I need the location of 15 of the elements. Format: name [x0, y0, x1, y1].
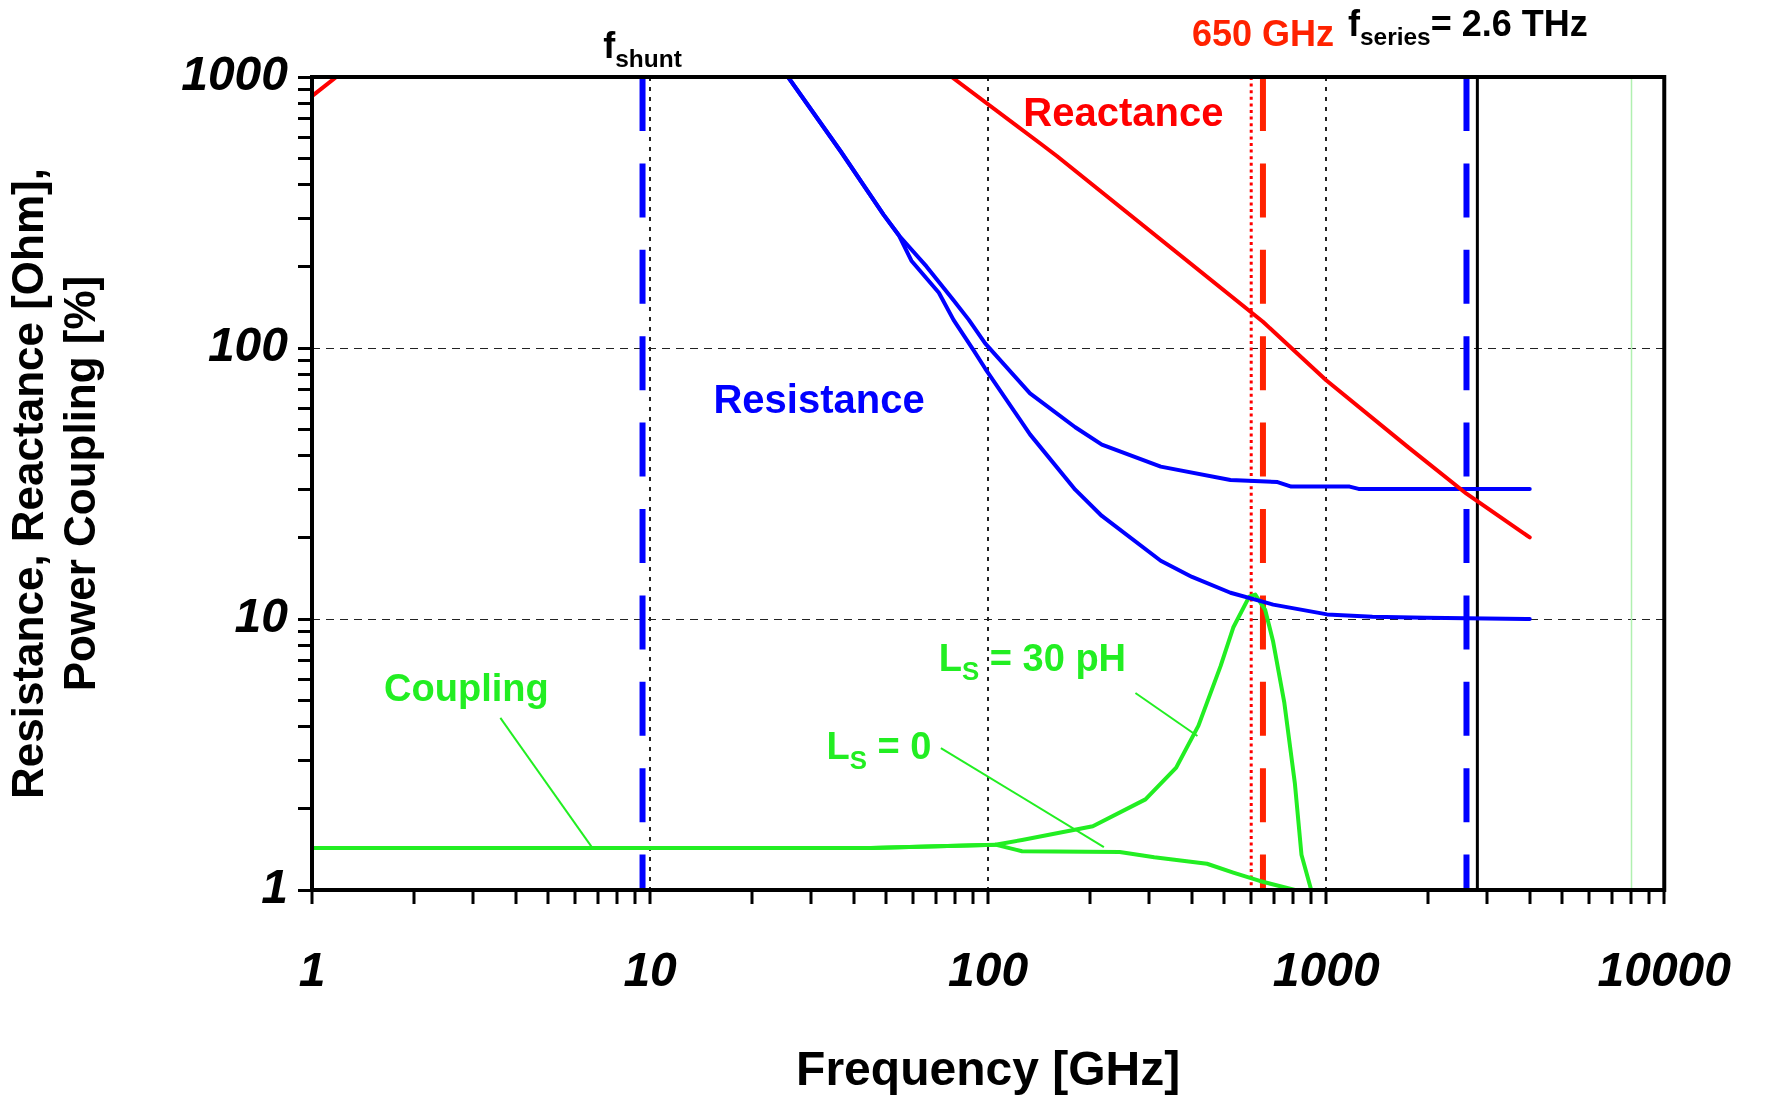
series-label: Reactance	[1023, 90, 1224, 135]
annotation: Coupling	[384, 667, 549, 710]
y-axis-title: Resistance, Reactance [Ohm], Power Coupling [%]	[2, 168, 105, 799]
x-tick-label: 10	[623, 943, 678, 997]
y-tick-label: 1000	[181, 47, 289, 101]
x-tick-label: 100	[948, 943, 1029, 997]
y-tick-label: 1	[261, 860, 288, 914]
x-axis-title: Frequency [GHz]	[796, 1042, 1181, 1096]
y-tick-label: 100	[207, 318, 289, 372]
y-tick-label: 10	[234, 589, 289, 643]
series-label: Resistance	[713, 377, 925, 422]
x-tick-label: 1	[298, 943, 326, 997]
x-tick-label: 10000	[1597, 943, 1732, 997]
x-tick-label: 1000	[1272, 943, 1380, 997]
ref-line-label: 650 GHz	[1191, 12, 1334, 54]
